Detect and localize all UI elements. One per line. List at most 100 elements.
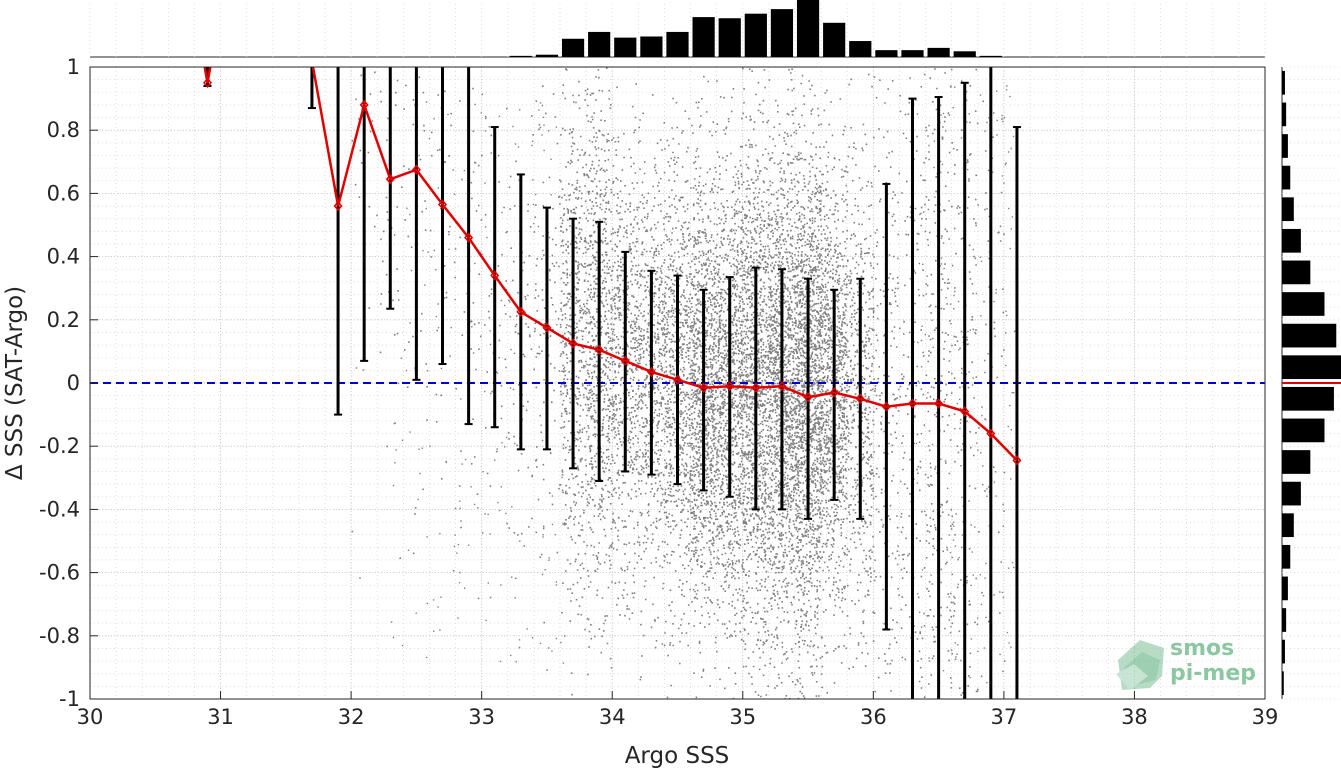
- y-tick-label: 0.6: [47, 181, 80, 205]
- y-tick-label: 0.2: [47, 308, 80, 332]
- y-axis-label: Δ SSS (SAT-Argo): [2, 286, 28, 480]
- mean-marker: [881, 401, 891, 412]
- right-hist-bar: [1282, 292, 1325, 316]
- x-tick-label: 31: [207, 705, 234, 729]
- mean-marker: [751, 382, 761, 393]
- mean-marker: [359, 99, 369, 111]
- top-hist-bar: [849, 41, 872, 57]
- right-hist-bar: [1282, 197, 1294, 222]
- mean-marker: [725, 381, 735, 392]
- right-hist-bar: [1282, 450, 1311, 474]
- x-tick-label: 37: [991, 705, 1018, 729]
- x-tick-label: 39: [1252, 705, 1279, 729]
- mean-marker: [464, 232, 474, 243]
- mean-marker: [1012, 455, 1022, 466]
- mean-marker: [699, 382, 709, 393]
- mean-marker: [490, 270, 500, 281]
- right-hist-bar: [1282, 228, 1301, 253]
- x-tick-label: 33: [468, 705, 495, 729]
- right-hist-bar: [1282, 481, 1301, 506]
- mean-marker: [829, 387, 839, 398]
- top-hist-bar: [692, 17, 715, 58]
- mean-marker: [620, 355, 630, 367]
- logo-line1: smos: [1170, 636, 1234, 661]
- mean-marker: [777, 381, 787, 392]
- right-hist-bar: [1282, 165, 1291, 190]
- mean-marker: [203, 77, 212, 88]
- mean-marker: [646, 366, 656, 378]
- right-hist-bar: [1282, 671, 1284, 696]
- right-hist-bar: [1282, 608, 1287, 632]
- top-hist-bar: [901, 50, 924, 57]
- x-axis-label: Argo SSS: [625, 743, 730, 769]
- mean-marker: [673, 374, 682, 385]
- top-hist-bar: [875, 50, 898, 57]
- top-hist-bar: [718, 18, 741, 58]
- right-hist-bar: [1282, 355, 1341, 380]
- right-hist-bar: [1282, 260, 1311, 285]
- y-axis: -1 -0.8 -0.6 -0.4 -0.2 0 0.2 0.4 0.6 0.8 1: [39, 55, 98, 711]
- top-hist-bar: [640, 36, 663, 57]
- top-hist-bar: [979, 55, 1002, 57]
- mean-marker: [855, 393, 865, 404]
- top-hist-bar: [588, 31, 611, 57]
- mean-line: [311, 67, 1018, 462]
- x-tick-label: 32: [338, 705, 365, 729]
- right-hist-bar: [1282, 386, 1334, 411]
- mean-line-fragment: [203, 67, 212, 84]
- top-hist-bar: [561, 38, 585, 57]
- x-tick-label: 38: [1121, 705, 1148, 729]
- mean-marker: [411, 164, 421, 175]
- mean-marker: [542, 322, 552, 333]
- y-tick-label: -0.8: [39, 624, 80, 648]
- top-hist-bar: [796, 0, 820, 57]
- top-histogram: [89, 0, 1266, 58]
- right-hist-bar: [1282, 576, 1288, 601]
- y-tick-label: 1: [67, 55, 80, 79]
- mean-marker: [308, 57, 315, 65]
- top-hist-bar: [666, 31, 689, 57]
- top-hist-bar: [953, 51, 976, 57]
- logo-mark-icon: [1116, 640, 1164, 690]
- right-hist-bar: [1282, 544, 1291, 569]
- y-tick-label: -0.6: [39, 561, 80, 585]
- logo-line2: pi-mep: [1170, 661, 1256, 686]
- y-tick-label: 0: [67, 371, 80, 395]
- mean-marker: [803, 392, 813, 403]
- x-axis: 30 31 32 33 34 35 36 37 38 39: [77, 691, 1279, 729]
- mean-marker: [934, 398, 944, 409]
- top-hist-bar: [823, 22, 846, 57]
- y-tick-label: -1: [59, 687, 80, 711]
- right-hist-bar: [1282, 513, 1294, 538]
- top-hist-bar: [927, 47, 950, 57]
- right-hist-bar: [1282, 639, 1285, 664]
- smos-pimep-logo: smos pi-mep: [1116, 636, 1256, 690]
- right-hist-bar: [1282, 418, 1325, 443]
- mean-marker: [516, 306, 526, 318]
- mean-marker: [986, 428, 996, 439]
- binned-mean-series: [203, 57, 1022, 466]
- x-tick-label: 35: [729, 705, 756, 729]
- top-hist-bar: [614, 37, 637, 57]
- y-tick-label: -0.2: [39, 434, 80, 458]
- mean-marker: [908, 398, 917, 409]
- x-tick-label: 34: [599, 705, 626, 729]
- right-hist-bar: [1282, 134, 1288, 158]
- top-hist-bar: [535, 54, 559, 57]
- top-hist-bar: [509, 55, 532, 57]
- mean-marker: [960, 406, 970, 417]
- y-tick-label: -0.4: [39, 497, 80, 521]
- error-bars: [203, 67, 1021, 699]
- top-hist-bar: [770, 9, 794, 58]
- right-histogram: [1281, 66, 1341, 700]
- mean-marker: [594, 344, 604, 355]
- mean-marker: [385, 174, 395, 185]
- x-tick-label: 36: [860, 705, 887, 729]
- mean-marker: [333, 200, 343, 212]
- y-tick-label: 0.8: [47, 118, 80, 142]
- top-hist-bar: [744, 13, 767, 57]
- right-hist-bar: [1282, 102, 1287, 127]
- right-hist-bar: [1282, 323, 1337, 348]
- mean-marker: [438, 199, 447, 210]
